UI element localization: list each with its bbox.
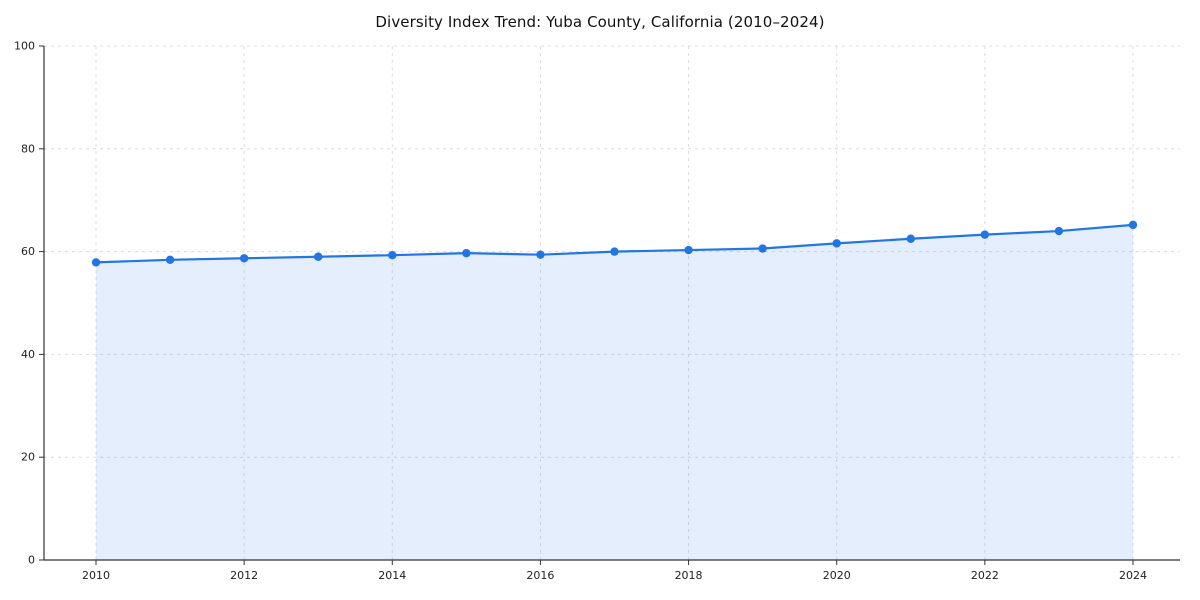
x-tick-label: 2010 xyxy=(82,569,110,582)
y-tick-label: 40 xyxy=(21,348,35,361)
data-point-marker xyxy=(610,247,619,256)
chart-title: Diversity Index Trend: Yuba County, Cali… xyxy=(375,13,825,31)
y-tick-label: 20 xyxy=(21,451,35,464)
x-tick-label: 2016 xyxy=(526,569,554,582)
data-point-marker xyxy=(239,254,249,263)
data-point-marker xyxy=(536,250,545,259)
data-point-marker xyxy=(314,252,323,261)
data-point-marker xyxy=(684,245,693,255)
data-point-marker xyxy=(165,255,175,265)
data-point-marker xyxy=(388,250,397,260)
data-point-marker xyxy=(462,248,471,258)
x-tick-label: 2024 xyxy=(1119,569,1147,582)
x-tick-label: 2022 xyxy=(971,569,999,582)
data-point-marker xyxy=(91,258,101,267)
data-point-marker xyxy=(980,230,990,239)
y-tick-label: 0 xyxy=(28,554,35,567)
x-tick-label: 2014 xyxy=(378,569,406,582)
data-point-marker xyxy=(1054,226,1064,236)
y-tick-label: 80 xyxy=(21,142,35,155)
series-area-fill xyxy=(96,224,1133,560)
y-tick-label: 60 xyxy=(21,245,35,258)
data-point-marker xyxy=(1128,220,1138,230)
x-tick-label: 2020 xyxy=(823,569,851,582)
x-tick-label: 2018 xyxy=(675,569,703,582)
data-point-marker xyxy=(832,239,841,248)
y-tick-label: 100 xyxy=(14,40,35,53)
data-point-marker xyxy=(758,244,767,253)
x-tick-label: 2012 xyxy=(230,569,258,582)
data-point-marker xyxy=(906,234,915,243)
